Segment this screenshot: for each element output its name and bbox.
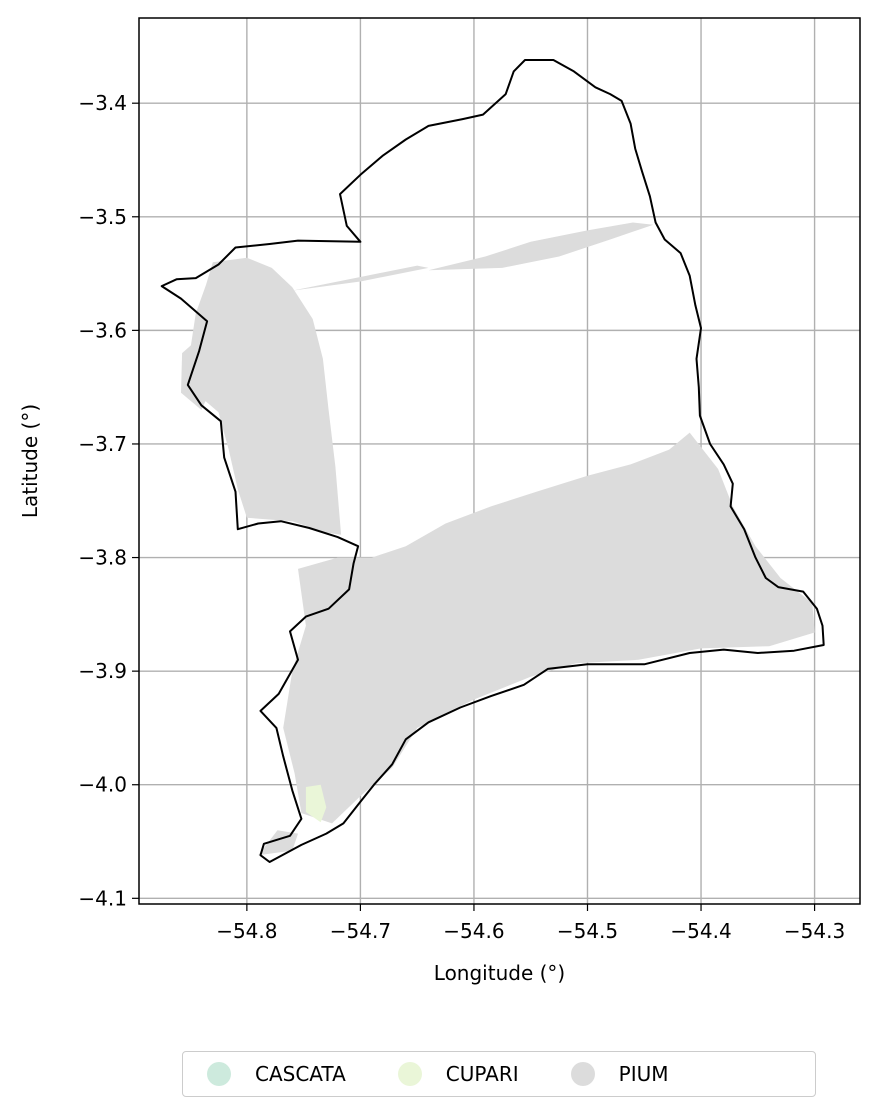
landuse-regions [181,222,815,856]
y-tick-label: −3.8 [78,546,127,570]
region-pium [181,336,218,410]
y-axis-title: Latitude (°) [18,404,42,518]
y-tick-label: −3.7 [78,432,127,456]
y-tick-label: −4.0 [78,773,127,797]
region-pium [190,257,342,535]
y-tick-label: −3.6 [78,318,127,342]
x-axis-title: Longitude (°) [434,961,565,985]
x-axis-ticks: −54.8 −54.7 −54.6 −54.5 −54.4 −54.3 [216,904,845,943]
x-tick-label: −54.8 [216,919,277,943]
x-tick-label: −54.6 [443,919,504,943]
region-pium [292,265,429,291]
y-tick-label: −3.9 [78,659,127,683]
region-pium [428,222,654,271]
legend-label-cascata: CASCATA [255,1062,346,1086]
boundary-outline [160,59,825,863]
x-tick-label: −54.7 [330,919,391,943]
y-tick-label: −3.4 [78,91,127,115]
y-axis-ticks: −3.4 −3.5 −3.6 −3.7 −3.8 −3.9 −4.0 −4.1 [78,91,139,910]
legend-label-pium: PIUM [618,1062,669,1086]
plot-frame [138,17,861,905]
x-tick-label: −54.4 [670,919,731,943]
legend: CASCATA CUPARI PIUM [182,1051,816,1097]
municipality-boundary [160,59,825,863]
region-cupari [305,784,327,823]
region-pium [283,432,815,824]
x-tick-label: −54.5 [557,919,618,943]
legend-label-cupari: CUPARI [445,1062,519,1086]
legend-item-cupari: CUPARI [397,1062,519,1086]
y-tick-label: −4.1 [78,886,127,910]
legend-marker-pium [570,1062,595,1086]
legend-marker-cascata [207,1062,231,1086]
x-tick-label: −54.3 [784,919,845,943]
legend-item-pium: PIUM [570,1062,669,1086]
legend-marker-cupari [397,1062,422,1086]
legend-item-cascata: CASCATA [207,1062,346,1086]
y-tick-label: −3.5 [78,205,127,229]
